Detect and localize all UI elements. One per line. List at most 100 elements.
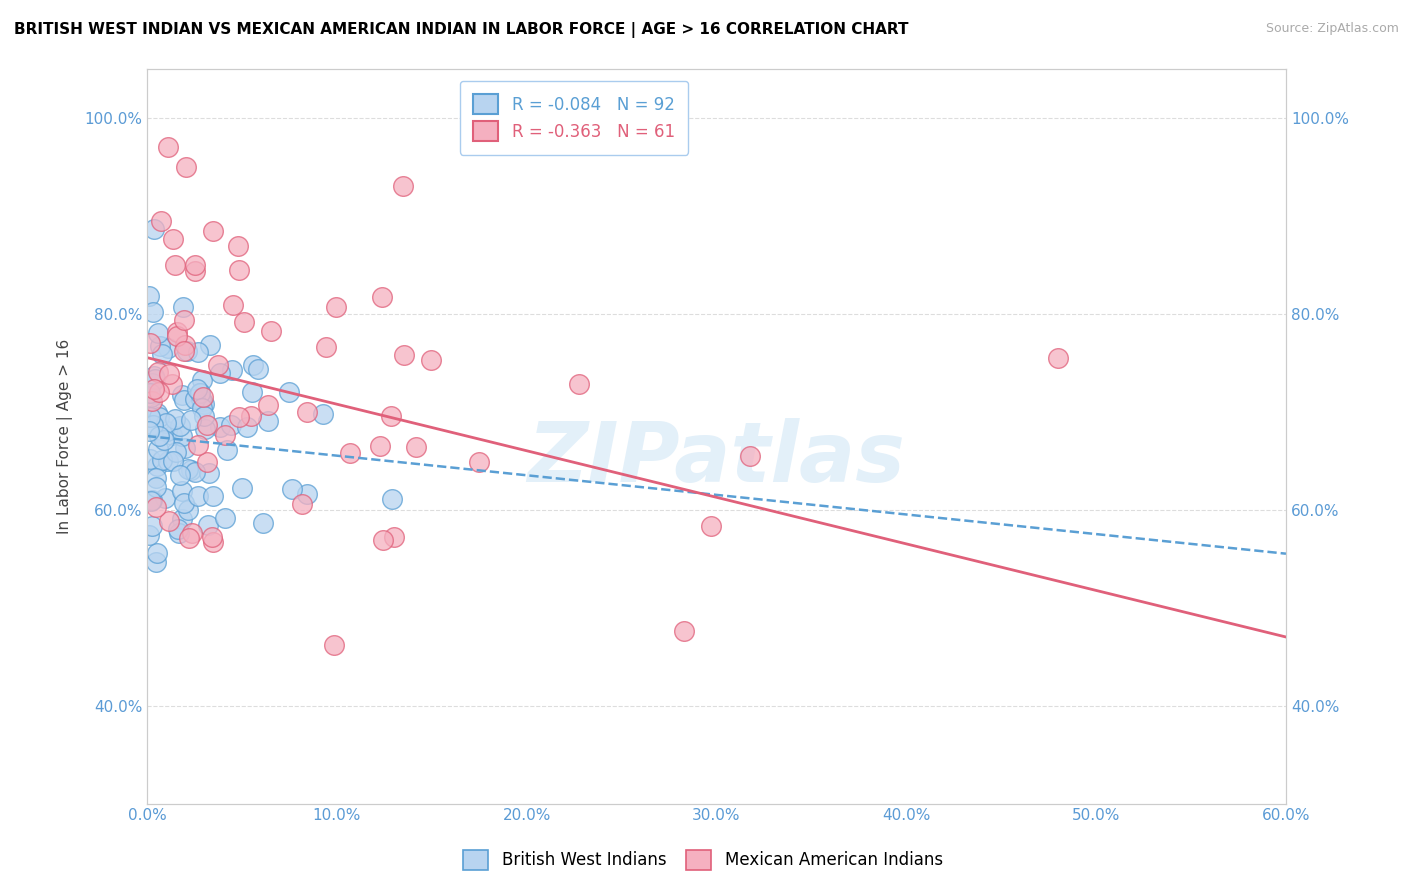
Point <box>673 624 696 638</box>
Point <box>145 407 167 421</box>
Point <box>166 445 188 459</box>
Point <box>198 337 221 351</box>
Point <box>177 462 200 476</box>
Text: ZIPatlas: ZIPatlas <box>527 417 905 499</box>
Point <box>142 382 165 396</box>
Point <box>295 487 318 501</box>
Point <box>201 490 224 504</box>
Point <box>146 365 169 379</box>
Point <box>177 531 200 545</box>
Point <box>277 385 299 400</box>
Point <box>187 489 209 503</box>
Point <box>228 239 250 253</box>
Point <box>190 392 212 406</box>
Point <box>167 526 190 541</box>
Point <box>141 393 163 408</box>
Point <box>173 343 195 358</box>
Point <box>1047 351 1070 365</box>
Point <box>145 480 167 494</box>
Point <box>228 410 250 425</box>
Point <box>148 429 170 443</box>
Point <box>156 342 179 356</box>
Point <box>166 329 188 343</box>
Point <box>188 385 211 400</box>
Point <box>370 439 392 453</box>
Point <box>167 522 190 536</box>
Point <box>162 454 184 468</box>
Point <box>156 424 179 438</box>
Point <box>187 438 209 452</box>
Point <box>325 300 347 314</box>
Point <box>180 463 202 477</box>
Point <box>700 518 723 533</box>
Point <box>145 372 167 386</box>
Point <box>371 290 394 304</box>
Text: BRITISH WEST INDIAN VS MEXICAN AMERICAN INDIAN IN LABOR FORCE | AGE > 16 CORRELA: BRITISH WEST INDIAN VS MEXICAN AMERICAN … <box>14 22 908 38</box>
Point <box>221 418 243 433</box>
Point <box>214 427 236 442</box>
Point <box>257 414 280 428</box>
Point <box>157 140 180 154</box>
Point <box>187 345 209 359</box>
Point <box>141 376 163 391</box>
Point <box>186 382 208 396</box>
Point <box>392 179 415 194</box>
Point <box>567 376 589 391</box>
Legend: British West Indians, Mexican American Indians: British West Indians, Mexican American I… <box>457 843 949 877</box>
Point <box>152 347 174 361</box>
Point <box>173 496 195 510</box>
Point <box>145 500 167 514</box>
Point <box>247 361 270 376</box>
Point <box>200 530 222 544</box>
Point <box>201 535 224 549</box>
Point <box>240 409 263 424</box>
Point <box>193 409 215 423</box>
Point <box>240 385 263 400</box>
Point <box>184 466 207 480</box>
Point <box>221 363 243 377</box>
Point <box>180 525 202 540</box>
Point <box>373 533 395 547</box>
Point <box>198 466 221 480</box>
Point <box>381 492 404 507</box>
Point <box>148 326 170 340</box>
Point <box>170 483 193 498</box>
Point <box>232 315 254 329</box>
Point <box>236 419 259 434</box>
Y-axis label: In Labor Force | Age > 16: In Labor Force | Age > 16 <box>58 338 73 533</box>
Point <box>155 416 177 430</box>
Point <box>339 446 361 460</box>
Point <box>149 339 172 353</box>
Point <box>138 452 160 467</box>
Point <box>191 394 214 409</box>
Legend: R = -0.084   N = 92, R = -0.363   N = 61: R = -0.084 N = 92, R = -0.363 N = 61 <box>460 80 689 154</box>
Point <box>228 263 250 277</box>
Point <box>173 392 195 407</box>
Point <box>148 410 170 425</box>
Point <box>143 221 166 235</box>
Point <box>193 397 215 411</box>
Point <box>222 297 245 311</box>
Point <box>166 325 188 339</box>
Text: Source: ZipAtlas.com: Source: ZipAtlas.com <box>1265 22 1399 36</box>
Point <box>157 367 180 381</box>
Point <box>252 516 274 531</box>
Point <box>197 518 219 533</box>
Point <box>231 481 253 495</box>
Point <box>184 258 207 272</box>
Point <box>208 366 231 380</box>
Point <box>188 385 211 400</box>
Point <box>157 514 180 528</box>
Point <box>207 358 229 372</box>
Point <box>169 467 191 482</box>
Point <box>138 409 160 424</box>
Point <box>160 427 183 442</box>
Point <box>141 518 163 533</box>
Point <box>291 497 314 511</box>
Point <box>177 503 200 517</box>
Point <box>174 441 197 455</box>
Point <box>193 422 215 436</box>
Point <box>139 493 162 508</box>
Point <box>142 305 165 319</box>
Point <box>138 386 160 401</box>
